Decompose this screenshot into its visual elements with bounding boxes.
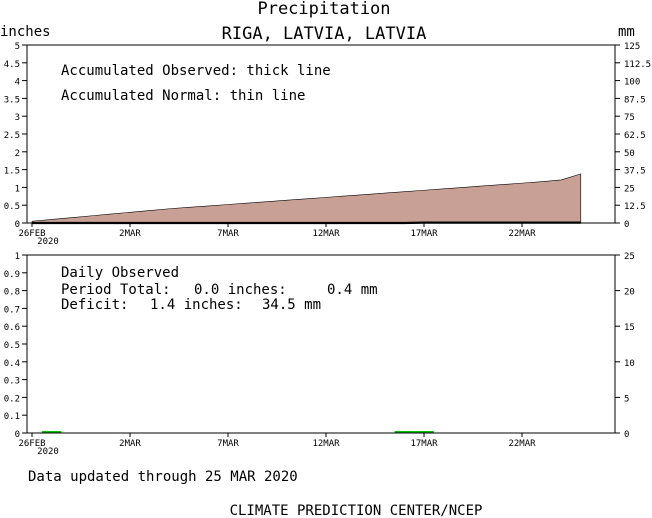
daily-panel: 00.10.20.30.40.50.60.70.80.9105101520252…: [4, 252, 635, 457]
daily-axis-ticks: 00.10.20.30.40.50.60.70.80.9105101520252…: [4, 252, 635, 457]
period-total-inches: 0.0 inches:: [194, 282, 287, 298]
accumulated-left-tick-label: 0.5: [4, 202, 20, 212]
period-total-label: Period Total:: [61, 282, 171, 298]
daily-left-tick-label: 0.1: [4, 412, 20, 422]
accumulated-right-tick-label: 37.5: [624, 167, 646, 177]
accumulated-left-tick-label: 3.5: [4, 95, 20, 105]
accumulated-left-tick-label: 2.5: [4, 131, 20, 141]
data-updated-note: Data updated through 25 MAR 2020: [28, 469, 298, 485]
accumulated-x-tick-label: 22MAR: [508, 229, 536, 239]
accumulated-left-tick-label: 4: [15, 78, 20, 88]
daily-x-tick-label: 17MAR: [410, 439, 438, 449]
deficit-label: Deficit:: [61, 297, 128, 313]
daily-left-tick-label: 0.8: [4, 288, 20, 298]
accumulated-left-tick-label: 1: [15, 184, 20, 194]
daily-x-tick-label: 26FEB: [18, 439, 45, 449]
daily-right-tick-label: 25: [624, 252, 635, 262]
daily-x-tick-label: 12MAR: [312, 439, 340, 449]
accumulated-left-tick-label: 2: [15, 149, 20, 159]
daily-left-tick-label: 0.9: [4, 270, 20, 280]
accumulated-panel: 00.511.522.533.544.55012.52537.55062.575…: [4, 42, 651, 247]
accumulated-x-tick-label: 12MAR: [312, 229, 340, 239]
deficit-mm: 34.5 mm: [262, 297, 321, 313]
accumulated-x-tick-label: 7MAR: [217, 229, 239, 239]
daily-x-tick-label: 22MAR: [508, 439, 536, 449]
accumulated-x-tick-label: 26FEB: [18, 229, 45, 239]
daily-left-tick-label: 0.6: [4, 323, 20, 333]
daily-bar: [41, 431, 62, 433]
daily-left-tick-label: 0: [15, 430, 20, 440]
deficit-inches: 1.4 inches:: [150, 297, 243, 313]
accumulated-left-tick-label: 5: [15, 42, 20, 52]
daily-x-tick-label: 7MAR: [217, 439, 239, 449]
daily-left-tick-label: 0.5: [4, 341, 20, 351]
accumulated-right-tick-label: 12.5: [624, 202, 646, 212]
daily-left-tick-label: 1: [15, 252, 20, 262]
accumulated-right-tick-label: 0: [624, 220, 629, 230]
daily-bar: [394, 431, 415, 433]
accumulated-right-tick-label: 75: [624, 113, 635, 123]
daily-x-year-label: 2020: [37, 447, 59, 457]
daily-left-tick-label: 0.2: [4, 394, 20, 404]
daily-right-tick-label: 5: [624, 394, 629, 404]
daily-left-tick-label: 0.4: [4, 359, 20, 369]
accumulated-x-tick-label: 17MAR: [410, 229, 438, 239]
period-total-mm: 0.4 mm: [327, 282, 378, 298]
accumulated-right-tick-label: 50: [624, 149, 635, 159]
daily-right-tick-label: 10: [624, 359, 635, 369]
chart-subtitle: RIGA, LATVIA, LATVIA: [222, 24, 427, 44]
accumulated-plot-area: [31, 173, 582, 225]
daily-plot-area: [41, 431, 434, 433]
daily-x-tick-label: 2MAR: [119, 439, 141, 449]
right-axis-unit: mm: [618, 24, 635, 40]
daily-right-tick-label: 20: [624, 288, 635, 298]
chart-title: Precipitation: [257, 0, 390, 19]
daily-heading: Daily Observed: [61, 265, 179, 281]
accumulated-axis-ticks: 00.511.522.533.544.55012.52537.55062.575…: [4, 42, 651, 247]
accumulated-normal-area: [31, 173, 582, 224]
credit-footer: CLIMATE PREDICTION CENTER/NCEP: [230, 503, 483, 518]
accumulated-right-tick-label: 100: [624, 78, 640, 88]
accumulated-right-tick-label: 112.5: [624, 60, 651, 70]
accumulated-right-tick-label: 87.5: [624, 95, 646, 105]
observed-legend-note: Accumulated Observed: thick line: [61, 63, 331, 79]
accumulated-right-tick-label: 125: [624, 42, 640, 52]
left-axis-unit: inches: [0, 24, 51, 40]
daily-right-tick-label: 0: [624, 430, 629, 440]
normal-legend-note: Accumulated Normal: thin line: [61, 88, 305, 104]
accumulated-left-tick-label: 0: [15, 220, 20, 230]
accumulated-x-tick-label: 2MAR: [119, 229, 141, 239]
accumulated-left-tick-label: 1.5: [4, 167, 20, 177]
daily-left-tick-label: 0.7: [4, 305, 20, 315]
daily-bar: [414, 431, 434, 433]
daily-left-tick-label: 0.3: [4, 377, 20, 387]
accumulated-x-year-label: 2020: [37, 237, 59, 247]
accumulated-left-tick-label: 3: [15, 113, 20, 123]
daily-right-tick-label: 15: [624, 323, 635, 333]
accumulated-right-tick-label: 62.5: [624, 131, 646, 141]
accumulated-left-tick-label: 4.5: [4, 60, 20, 70]
accumulated-right-tick-label: 25: [624, 184, 635, 194]
